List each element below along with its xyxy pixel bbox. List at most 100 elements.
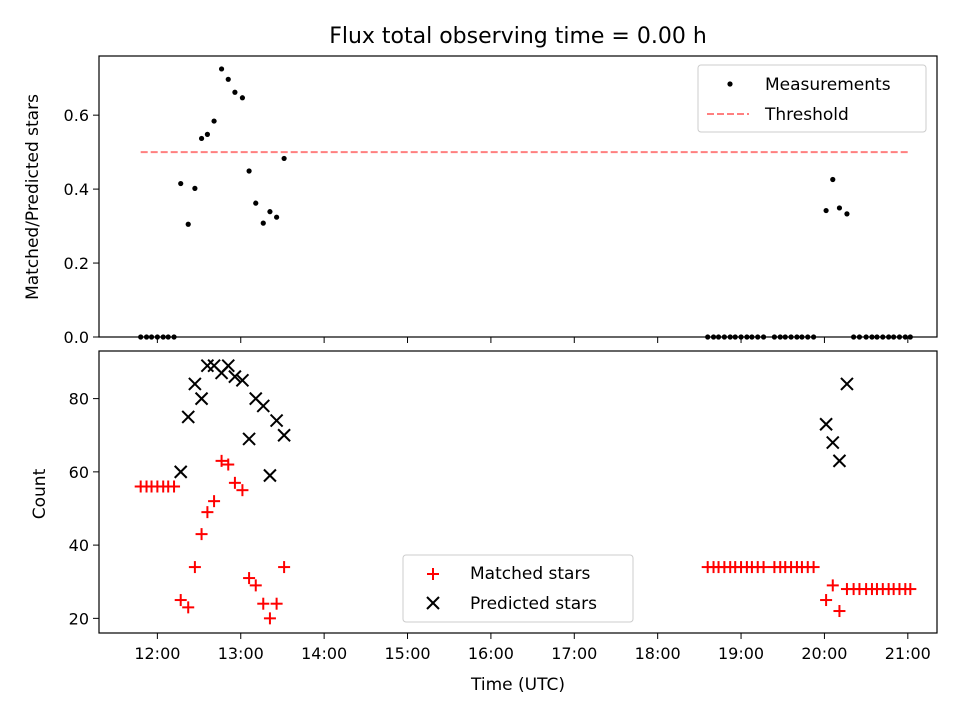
- cross-b: [235, 373, 250, 388]
- data-point: [168, 480, 181, 493]
- data-point: [188, 377, 202, 391]
- legend-measurements-marker: [727, 81, 733, 87]
- data-point: [225, 76, 231, 82]
- data-point: [222, 458, 235, 471]
- cross-b: [194, 391, 209, 406]
- data-point: [182, 601, 195, 614]
- legend-matched-label: Matched stars: [470, 564, 590, 584]
- data-point: [844, 211, 850, 217]
- cross-b: [819, 417, 833, 431]
- cross-b: [269, 413, 284, 428]
- x-axis-label: Time (UTC): [470, 675, 565, 695]
- axes-frame: [98, 350, 938, 634]
- cross-b: [188, 377, 202, 391]
- series-matched-stars: [134, 454, 917, 625]
- cross-b: [221, 358, 235, 373]
- data-point: [201, 506, 214, 519]
- x-tick-label: 12:00: [134, 644, 180, 663]
- data-point: [832, 454, 847, 468]
- data-point: [270, 597, 283, 610]
- data-point: [836, 205, 843, 211]
- cross-b: [242, 432, 256, 446]
- x-tick-label: 20:00: [801, 644, 847, 663]
- data-point: [757, 561, 770, 574]
- data-point: [249, 579, 262, 592]
- legend-predicted-marker: [426, 596, 440, 610]
- data-point: [178, 180, 184, 187]
- data-point: [198, 135, 205, 142]
- data-point: [246, 168, 252, 174]
- data-point: [235, 373, 250, 388]
- cross-b: [840, 377, 854, 391]
- data-point: [830, 176, 836, 183]
- data-point: [194, 391, 209, 406]
- legend-threshold-label: Threshold: [764, 105, 849, 125]
- data-point: [243, 572, 256, 585]
- data-point: [211, 118, 217, 124]
- data-point: [239, 95, 246, 101]
- data-point: [256, 399, 270, 413]
- data-point: [269, 413, 284, 428]
- data-point: [253, 200, 259, 206]
- count-panel: 20 40 60 80 12:00 13:00 14:00 15:00 16:00 17:00 18…: [69, 350, 938, 663]
- data-point: [807, 561, 820, 574]
- cross-b: [174, 465, 188, 479]
- data-point: [188, 561, 201, 574]
- legend-predicted-label: Predicted stars: [470, 594, 597, 614]
- cross-b: [256, 399, 270, 413]
- data-point: [185, 221, 191, 227]
- data-point: [826, 579, 839, 592]
- cross-b: [207, 358, 221, 373]
- data-point: [236, 484, 249, 497]
- data-point: [208, 495, 221, 508]
- data-point: [823, 207, 829, 214]
- cross-b: [228, 369, 242, 384]
- data-point: [281, 155, 287, 162]
- ratio-panel: 0.0 0.2 0.4 0.6: [64, 55, 938, 347]
- x-tick-label: 21:00: [885, 644, 931, 663]
- data-point: [833, 605, 846, 618]
- y-tick-label: 0.0: [64, 328, 89, 347]
- y-tick-label: 80: [69, 390, 89, 409]
- x-tick-label: 14:00: [301, 644, 347, 663]
- data-point: [263, 612, 276, 625]
- cross-b: [263, 468, 277, 483]
- x-tick-label: 16:00: [468, 644, 514, 663]
- data-point: [221, 358, 235, 373]
- y-tick-label: 60: [69, 463, 89, 482]
- legend-measurements-label: Measurements: [765, 75, 891, 95]
- series-predicted-stars: [174, 358, 854, 483]
- data-point: [260, 220, 266, 226]
- x-tick-label: 19:00: [718, 644, 764, 663]
- data-point: [267, 209, 273, 215]
- y-tick-label: 0.2: [64, 254, 89, 273]
- data-point: [242, 432, 256, 446]
- x-tick-label: 17:00: [551, 644, 597, 663]
- data-point: [819, 417, 833, 431]
- count-legend: Matched stars Predicted stars: [402, 554, 634, 623]
- data-point: [218, 66, 225, 72]
- chart-title: Flux total observing time = 0.00 h: [329, 24, 707, 49]
- data-point: [174, 465, 188, 479]
- y-tick-label: 20: [69, 609, 89, 628]
- data-point: [195, 528, 208, 541]
- ratio-legend: Measurements Threshold: [697, 64, 927, 133]
- y-tick-label: 0.6: [64, 106, 89, 125]
- data-point: [204, 131, 210, 137]
- y-tick-label: 40: [69, 536, 89, 555]
- cross-b: [181, 410, 195, 424]
- data-point: [274, 214, 280, 220]
- data-point: [215, 454, 228, 467]
- y-tick-label: 0.4: [64, 180, 89, 199]
- legend-matched-marker: [427, 568, 439, 580]
- data-point: [278, 561, 291, 574]
- ratio-y-axis-label: Matched/Predicted stars: [23, 94, 43, 300]
- data-point: [192, 185, 198, 191]
- cross-b: [832, 454, 847, 468]
- data-point: [840, 377, 854, 391]
- data-point: [228, 369, 242, 384]
- data-point: [228, 476, 241, 489]
- data-point: [232, 89, 238, 95]
- count-y-axis-label: Count: [30, 468, 50, 519]
